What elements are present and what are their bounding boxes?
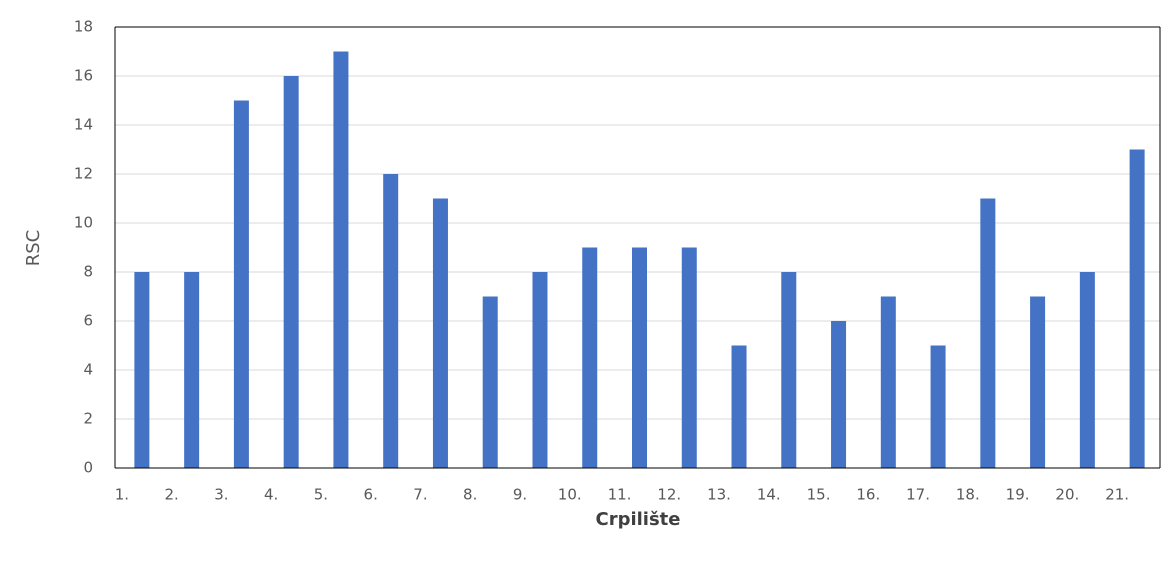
x-tick-label: 6. xyxy=(364,486,378,504)
x-tick-label: 11. xyxy=(608,486,632,504)
bar xyxy=(283,76,299,468)
y-axis-title: RSC xyxy=(23,230,44,267)
bar xyxy=(1129,149,1145,468)
x-tick-label: 16. xyxy=(856,486,880,504)
bar xyxy=(681,247,697,468)
y-tick-label: 18 xyxy=(74,18,93,36)
y-tick-label: 4 xyxy=(83,361,93,379)
bar xyxy=(1030,296,1046,468)
x-tick-label: 7. xyxy=(413,486,427,504)
x-tick-label: 14. xyxy=(757,486,781,504)
y-tick-label: 12 xyxy=(74,165,93,183)
bar xyxy=(134,272,150,468)
bar xyxy=(432,198,448,468)
y-tick-label: 2 xyxy=(83,410,93,428)
y-tick-label: 10 xyxy=(74,214,93,232)
x-tick-label: 15. xyxy=(807,486,831,504)
x-tick-label: 8. xyxy=(463,486,477,504)
bar xyxy=(930,345,946,468)
y-tick-label: 14 xyxy=(74,116,93,134)
x-tick-label: 17. xyxy=(906,486,930,504)
x-tick-label: 10. xyxy=(558,486,582,504)
y-tick-label: 0 xyxy=(83,459,93,477)
bar xyxy=(184,272,200,468)
x-tick-label: 19. xyxy=(1006,486,1030,504)
x-tick-label: 13. xyxy=(707,486,731,504)
x-axis-title: Crpilište xyxy=(595,509,680,530)
x-tick-label: 5. xyxy=(314,486,328,504)
bar xyxy=(1079,272,1095,468)
bar xyxy=(333,51,349,468)
bar xyxy=(632,247,647,468)
y-tick-label: 6 xyxy=(83,312,93,330)
y-tick-label: 8 xyxy=(83,263,93,281)
x-tick-label: 12. xyxy=(657,486,681,504)
x-tick-label: 21. xyxy=(1105,486,1129,504)
x-tick-label: 18. xyxy=(956,486,980,504)
bar xyxy=(582,247,598,468)
bar xyxy=(831,321,847,468)
bar xyxy=(781,272,797,468)
x-tick-label: 1. xyxy=(115,486,129,504)
bar xyxy=(980,198,996,468)
x-tick-label: 20. xyxy=(1055,486,1079,504)
x-tick-label: 4. xyxy=(264,486,278,504)
bar xyxy=(880,296,896,468)
bar xyxy=(233,100,249,468)
bar xyxy=(731,345,747,468)
bar xyxy=(532,272,548,468)
x-tick-label: 3. xyxy=(214,486,228,504)
x-tick-label: 2. xyxy=(164,486,178,504)
bar xyxy=(482,296,498,468)
y-tick-label: 16 xyxy=(74,67,93,85)
bar xyxy=(383,174,399,468)
x-tick-label: 9. xyxy=(513,486,527,504)
